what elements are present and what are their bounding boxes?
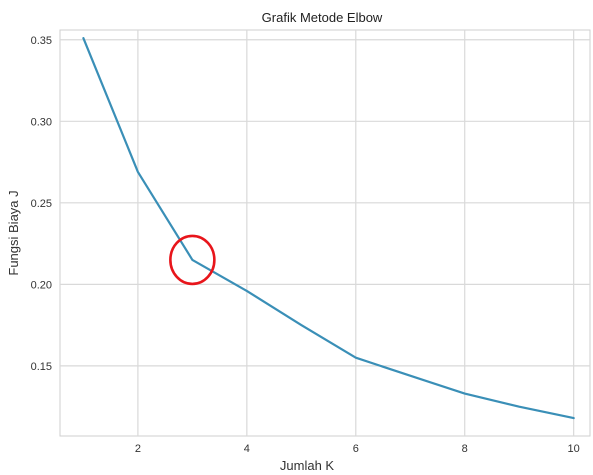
- grid-lines: [60, 30, 590, 436]
- y-tick-label: 0.15: [31, 361, 52, 373]
- plot-area: [59, 29, 591, 437]
- x-tick-label: 6: [353, 443, 359, 455]
- series-line: [82, 37, 575, 420]
- tick-labels: 2 4 6 8 10 0.15 0.20 0.25 0.30 0.35: [31, 35, 580, 455]
- y-tick-label: 0.25: [31, 198, 52, 210]
- x-tick-label: 2: [135, 443, 141, 455]
- y-tick-label: 0.35: [31, 35, 52, 47]
- x-tick-label: 10: [568, 443, 580, 455]
- y-tick-label: 0.20: [31, 279, 52, 291]
- elbow-highlight-circle: [169, 234, 216, 286]
- x-axis-label: Jumlah K: [280, 458, 335, 473]
- x-tick-label: 8: [462, 443, 468, 455]
- y-tick-label: 0.30: [31, 116, 52, 128]
- chart-title: Grafik Metode Elbow: [262, 10, 383, 25]
- series-layer: [82, 37, 575, 420]
- y-axis-label: Fungsi Biaya J: [6, 190, 21, 275]
- x-tick-label: 4: [244, 443, 250, 455]
